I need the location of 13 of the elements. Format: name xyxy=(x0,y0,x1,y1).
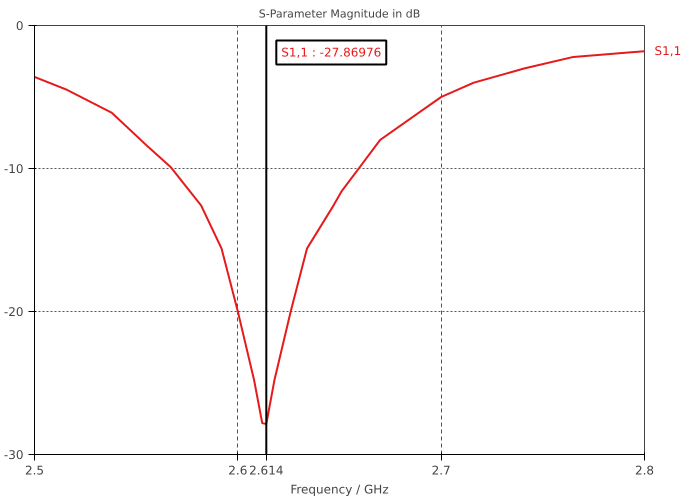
x-tick-label: 2.5 xyxy=(24,464,44,478)
y-tick-label: -10 xyxy=(4,162,24,176)
annotation: S1,1 : -27.86976 xyxy=(281,46,382,60)
y-tick-label: 0 xyxy=(16,19,24,33)
y-tick-label: -20 xyxy=(4,305,24,319)
x-tick-label: 2.8 xyxy=(634,464,654,478)
x-tick-label: 2.7 xyxy=(432,464,451,478)
chart-title: S-Parameter Magnitude in dB xyxy=(258,8,420,20)
x-axis-title: Frequency / GHz xyxy=(290,482,389,496)
series-label: S1,1 xyxy=(654,44,682,58)
x-tick-label: 2.6 xyxy=(228,464,248,478)
ref-line-label: 2.614 xyxy=(249,464,284,478)
y-tick-label: -30 xyxy=(4,448,24,462)
